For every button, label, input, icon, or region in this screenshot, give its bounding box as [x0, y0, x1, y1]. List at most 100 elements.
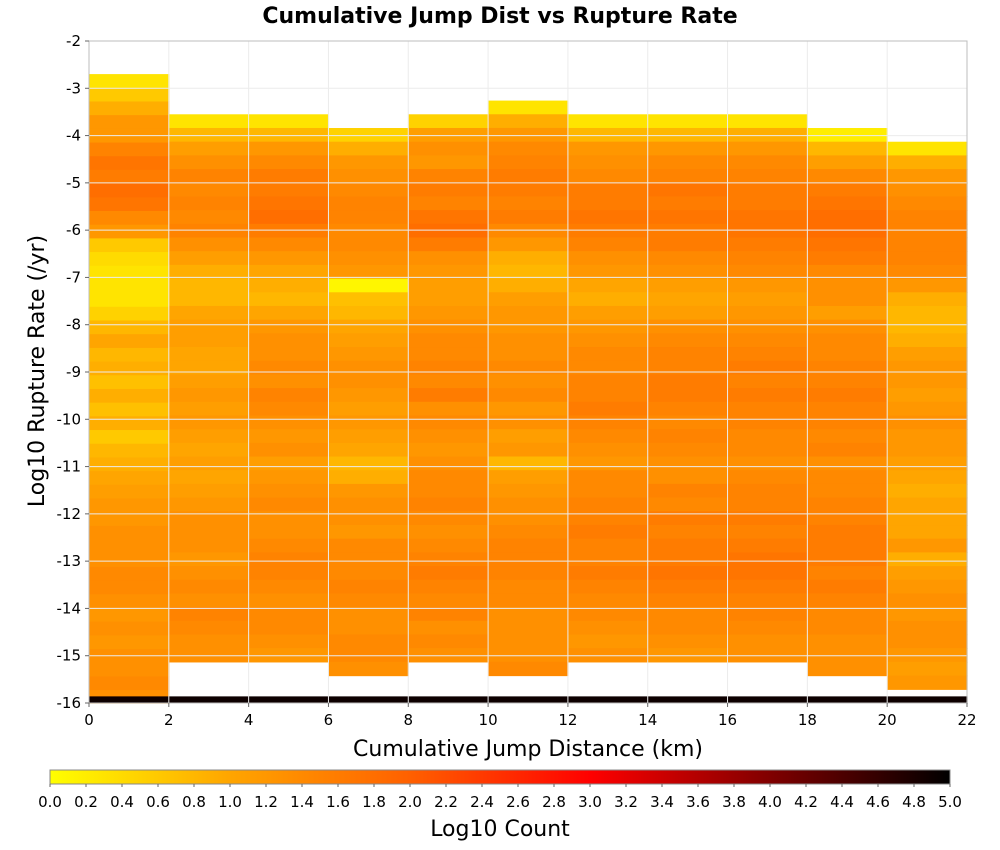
- heatmap-cell: [168, 155, 250, 170]
- heatmap-cell: [168, 292, 250, 307]
- heatmap-cell: [168, 210, 250, 225]
- heatmap-cell: [807, 442, 888, 458]
- heatmap-cell: [328, 552, 409, 567]
- colorbar-tick-label: 1.0: [218, 793, 242, 811]
- heatmap-cell: [328, 155, 409, 170]
- heatmap-cell: [807, 552, 888, 567]
- heatmap-cell: [168, 114, 250, 129]
- heatmap-cell: [647, 237, 729, 252]
- y-axis-title: Log10 Rupture Rate (/yr): [25, 235, 50, 507]
- heatmap-cell: [488, 566, 569, 581]
- heatmap-cell: [647, 620, 729, 636]
- heatmap-cell: [488, 292, 569, 307]
- heatmap-cell: [168, 579, 250, 595]
- heatmap-cell: [408, 566, 489, 581]
- heatmap-cell: [887, 182, 968, 198]
- heatmap-cell: [887, 634, 968, 649]
- heatmap-cell: [89, 539, 170, 554]
- heatmap-cell: [408, 210, 489, 225]
- heatmap-cell: [727, 566, 808, 581]
- heatmap-cell: [408, 552, 489, 567]
- heatmap-cell: [488, 169, 569, 184]
- heatmap-cell: [89, 169, 170, 185]
- heatmap-cell: [567, 593, 649, 608]
- heatmap-cell: [807, 360, 888, 376]
- heatmap-cell: [248, 196, 330, 211]
- heatmap-cell: [727, 593, 808, 608]
- heatmap-cell: [807, 169, 888, 184]
- heatmap-cell: [887, 497, 968, 512]
- heatmap-cell: [488, 470, 569, 485]
- heatmap-cell: [328, 607, 409, 622]
- heatmap-cell: [488, 388, 569, 403]
- heatmap-cell: [488, 114, 569, 129]
- heatmap-cell: [89, 635, 170, 650]
- heatmap-cell: [647, 497, 729, 512]
- heatmap-cell: [248, 155, 330, 170]
- heatmap-cell: [248, 607, 330, 622]
- heatmap-cell: [567, 566, 649, 581]
- heatmap-cell: [887, 483, 968, 499]
- heatmap-cell: [328, 251, 409, 266]
- heatmap-cell: [807, 497, 888, 512]
- heatmap-cell: [248, 401, 330, 417]
- heatmap-cell: [887, 620, 968, 636]
- heatmap-cell: [567, 114, 649, 129]
- heatmap-cell: [727, 305, 808, 321]
- x-axis-title: Cumulative Jump Distance (km): [353, 737, 703, 762]
- heatmap-cell: [488, 483, 569, 499]
- heatmap-cell: [408, 319, 489, 334]
- heatmap-cell: [807, 696, 888, 704]
- heatmap-cell: [887, 292, 968, 307]
- heatmap-cell: [408, 456, 489, 471]
- heatmap-cell: [89, 607, 170, 623]
- heatmap-cell: [248, 292, 330, 307]
- heatmap-cell: [647, 579, 729, 595]
- heatmap-cell: [727, 579, 808, 595]
- heatmap-cell: [647, 223, 729, 239]
- heatmap-cell: [89, 183, 170, 198]
- heatmap-cell: [727, 497, 808, 512]
- heatmap-cell: [887, 511, 968, 526]
- heatmap-cell: [488, 333, 569, 348]
- heatmap-cell: [647, 305, 729, 321]
- heatmap-cell: [328, 566, 409, 581]
- heatmap-cell: [408, 196, 489, 211]
- heatmap-cell: [567, 141, 649, 156]
- heatmap-cell: [328, 374, 409, 389]
- heatmap-cell: [408, 497, 489, 512]
- heatmap-cell: [647, 319, 729, 334]
- colorbar-tick-label: 0.8: [182, 793, 206, 811]
- heatmap-cell: [248, 483, 330, 499]
- heatmap-cell: [567, 182, 649, 198]
- heatmap-cell: [727, 429, 808, 444]
- y-tick-label: -15: [57, 647, 82, 665]
- heatmap-cell: [328, 696, 409, 704]
- heatmap-cell: [408, 593, 489, 608]
- heatmap-cell: [807, 251, 888, 266]
- heatmap-cell: [89, 224, 170, 239]
- heatmap-cell: [488, 607, 569, 622]
- heatmap-cell: [488, 196, 569, 211]
- heatmap-cell: [567, 415, 649, 430]
- heatmap-cell: [647, 210, 729, 225]
- heatmap-cell: [807, 456, 888, 471]
- heatmap-cell: [567, 483, 649, 499]
- heatmap-cell: [567, 210, 649, 225]
- y-tick-label: -10: [57, 410, 82, 428]
- heatmap-cell: [168, 538, 250, 553]
- heatmap-cell: [647, 401, 729, 417]
- heatmap-cell: [807, 538, 888, 553]
- heatmap-cell: [807, 470, 888, 485]
- heatmap-cell: [89, 388, 170, 404]
- heatmap-cell: [328, 196, 409, 211]
- heatmap-cell: [248, 593, 330, 608]
- heatmap-cell: [248, 579, 330, 595]
- heatmap-cell: [89, 361, 170, 376]
- heatmap-cell: [408, 223, 489, 239]
- heatmap-cell: [567, 470, 649, 485]
- heatmap-cell: [488, 593, 569, 608]
- heatmap-cell: [328, 305, 409, 321]
- heatmap-cell: [328, 634, 409, 649]
- heatmap-cell: [488, 442, 569, 458]
